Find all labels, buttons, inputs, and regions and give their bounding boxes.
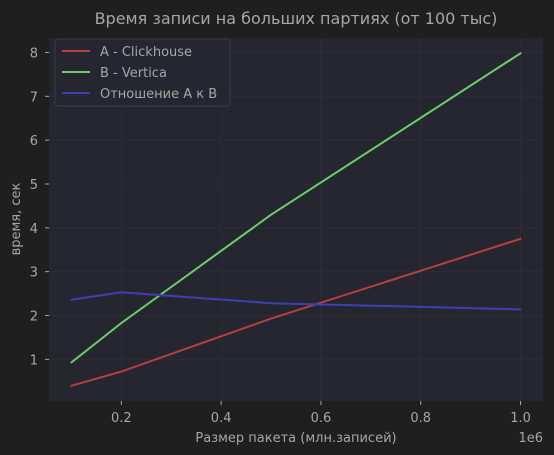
x-axis-label: Размер пакета (млн.записей) [195,431,396,446]
x-tick-label: 0.4 [211,411,232,426]
series-layer [70,52,522,387]
y-tick-label: 4 [30,222,38,237]
y-tick-label: 6 [30,134,38,149]
series-line-2 [70,52,522,364]
x-axis-ticks: 0.2 0.4 0.6 0.8 1.0 [111,401,531,426]
x-tick-label: 1.0 [510,411,531,426]
y-axis-label: время, сек [9,182,24,255]
chart-title: Время записи на больших партиях (от 100 … [95,9,498,28]
legend-label: B - Vertica [100,66,167,81]
x-axis-offset-label: 1e6 [518,431,543,446]
legend-label: A - Clickhouse [100,45,192,60]
y-tick-label: 2 [30,310,38,325]
legend-box [54,38,231,107]
y-tick-label: 1 [30,353,38,368]
legend: A - Clickhouse B - Vertica Отношение A к B [54,38,231,107]
y-tick-label: 5 [30,178,38,193]
x-tick-label: 0.6 [311,411,332,426]
y-tick-label: 3 [30,266,38,281]
y-axis-ticks: 1 2 3 4 5 6 7 8 [30,46,49,368]
y-tick-label: 7 [30,90,38,105]
series-line-3 [70,291,522,311]
x-tick-label: 0.8 [410,411,431,426]
legend-label: Отношение A к B [100,87,217,102]
y-tick-label: 8 [30,46,38,61]
series-line-1 [70,237,522,387]
x-tick-label: 0.2 [111,411,132,426]
